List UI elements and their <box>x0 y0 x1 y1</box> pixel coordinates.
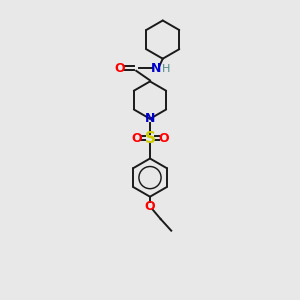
Text: N: N <box>145 112 155 125</box>
Text: H: H <box>162 64 170 74</box>
Text: N: N <box>151 62 162 75</box>
Text: O: O <box>145 200 155 213</box>
Text: O: O <box>114 62 124 75</box>
Text: O: O <box>158 132 169 145</box>
Text: O: O <box>131 132 142 145</box>
Text: S: S <box>145 131 155 146</box>
